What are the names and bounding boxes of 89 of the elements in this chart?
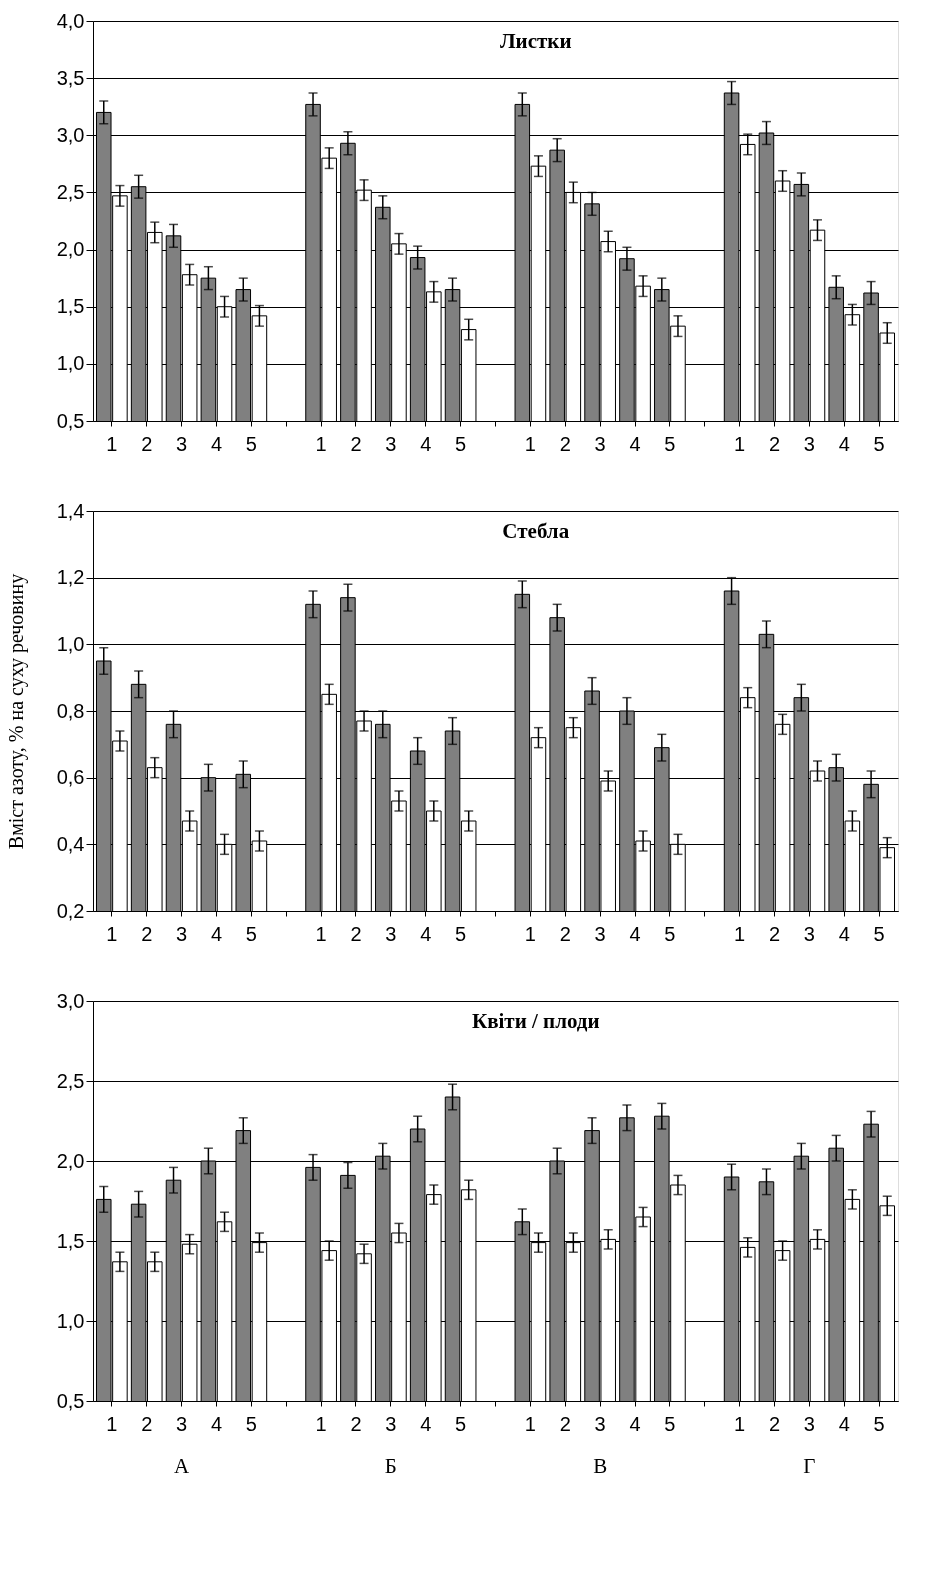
x-tick-label: 2 [768,1412,781,1435]
x-tick-label: 3 [385,922,397,945]
x-tick-label: 4 [420,922,432,945]
x-tick-label: 1 [315,1412,327,1435]
x-tick-label: 4 [210,432,223,455]
y-tick-label: 1,5 [56,295,85,318]
x-tick-label: 1 [106,1412,118,1435]
y-tick-label: 1,4 [56,499,85,522]
x-tick-label: 5 [455,1412,467,1435]
x-tick-label: 5 [455,922,467,945]
x-tick-label: 5 [245,1412,257,1435]
x-tick-label: 3 [594,922,606,945]
x-tick-label: 1 [106,432,118,455]
x-tick-label: 2 [141,432,153,455]
x-tick-label: 3 [803,1412,815,1435]
x-tick-label: 2 [350,432,362,455]
y-tick-label: 3,0 [56,123,85,146]
x-tick-label: 2 [768,922,781,945]
y-tick-label: 1,0 [56,352,85,375]
x-tick-label: 4 [629,922,641,945]
x-tick-label: 2 [350,922,362,945]
y-tick-label: 0,6 [56,766,85,789]
x-tick-label: 5 [664,432,676,455]
x-tick-label: 3 [385,1412,397,1435]
x-tick-label: 3 [385,432,397,455]
x-tick-label: 2 [559,1412,571,1435]
y-tick-label: 2,5 [56,1069,85,1092]
x-tick-label: 5 [455,432,467,455]
x-tick-label: 2 [141,1412,153,1435]
x-tick-label: 3 [803,432,815,455]
y-tick-label: 4,0 [56,9,85,32]
x-tick-label: 4 [629,1412,641,1435]
x-tick-label: 3 [594,432,606,455]
text: В [593,1454,608,1478]
y-tick-label: 0,2 [56,899,85,922]
chart-title: Квіти / плоди [471,1009,600,1033]
x-tick-label: 1 [734,922,746,945]
x-tick-label: 5 [245,922,257,945]
x-tick-label: 4 [838,1412,850,1435]
x-tick-label: 5 [873,922,885,945]
x-tick-label: 3 [594,1412,606,1435]
x-tick-label: 1 [106,922,118,945]
x-tick-label: 3 [176,1412,188,1435]
y-tick-label: 0,8 [56,699,85,722]
x-tick-label: 5 [873,432,885,455]
x-tick-label: 5 [664,922,676,945]
x-tick-label: 1 [524,1412,536,1435]
x-tick-label: 1 [734,432,746,455]
x-tick-label: 5 [245,432,257,455]
x-tick-label: 5 [873,1412,885,1435]
x-tick-label: 4 [420,1412,432,1435]
x-tick-label: 4 [420,432,432,455]
x-tick-label: 1 [315,432,327,455]
x-tick-label: 2 [768,432,781,455]
y-tick-label: 3,0 [56,989,85,1012]
text: А [174,1454,191,1478]
x-tick-label: 1 [524,922,536,945]
x-tick-label: 4 [838,922,850,945]
x-tick-label: 2 [559,922,571,945]
x-tick-label: 4 [210,1412,223,1435]
x-tick-label: 2 [350,1412,362,1435]
chart-title: Листки [499,29,572,53]
x-tick-label: 4 [838,432,850,455]
y-tick-label: 2,0 [56,1149,85,1172]
y-tick-label: 1,0 [56,632,85,655]
y-tick-label: 1,2 [56,566,85,589]
y-tick-label: 2,5 [56,180,85,203]
x-tick-label: 3 [803,922,815,945]
y-tick-label: 3,5 [56,66,85,89]
y-tick-label: 0,5 [56,409,85,432]
x-tick-label: 3 [176,922,188,945]
y-tick-label: 1,0 [56,1309,85,1332]
y-axis-title: Вміст азоту, % на суху речовину [4,573,28,850]
y-tick-label: 2,0 [56,238,85,261]
chart-title: Стебла [502,519,570,543]
y-tick-label: 0,4 [56,832,85,855]
x-tick-label: 5 [664,1412,676,1435]
x-tick-label: 1 [734,1412,746,1435]
text: Г [803,1454,816,1478]
x-tick-label: 1 [315,922,327,945]
x-tick-label: 4 [210,922,223,945]
y-tick-label: 1,5 [56,1229,85,1252]
x-tick-label: 4 [629,432,641,455]
x-tick-label: 1 [524,432,536,455]
x-tick-label: 2 [559,432,571,455]
text: Б [384,1454,397,1478]
y-tick-label: 0,5 [56,1389,85,1412]
x-tick-label: 3 [176,432,188,455]
x-tick-label: 2 [141,922,153,945]
